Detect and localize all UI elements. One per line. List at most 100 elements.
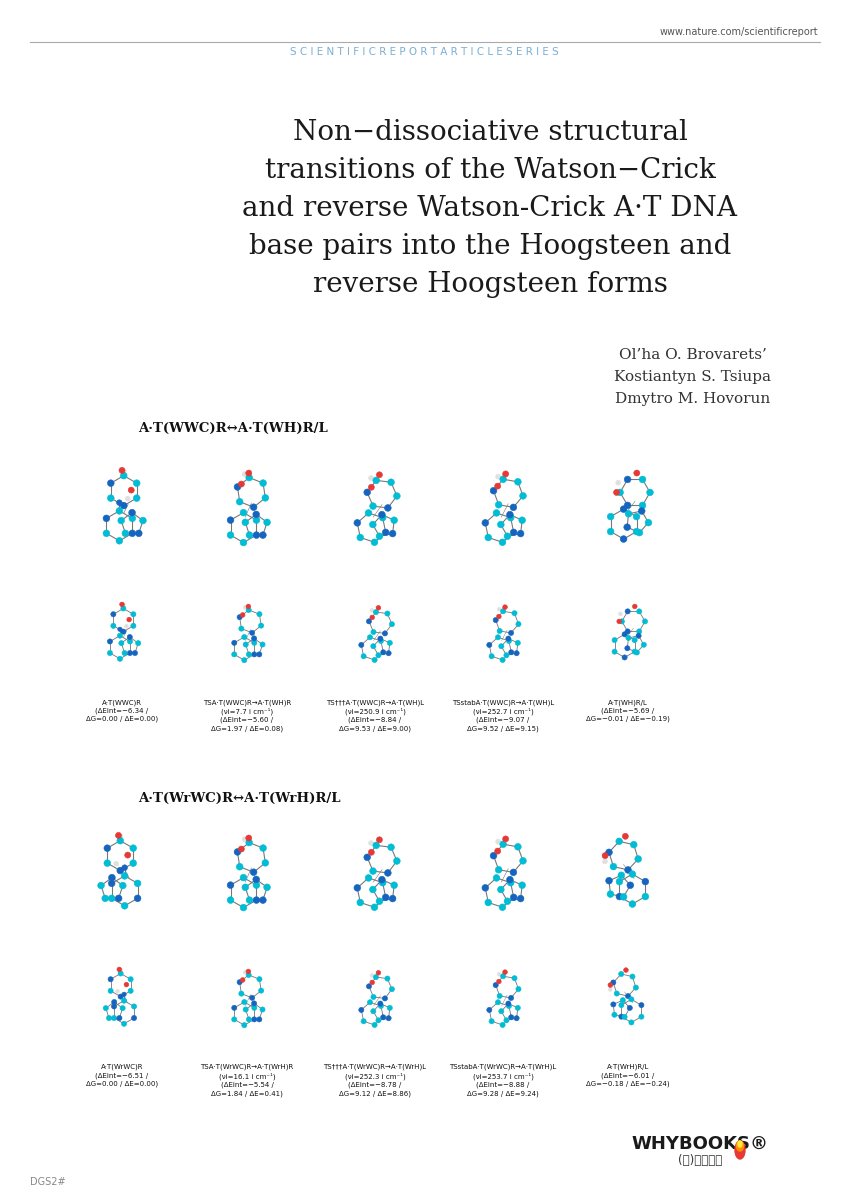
Circle shape: [262, 859, 268, 866]
Circle shape: [239, 626, 244, 631]
Circle shape: [378, 636, 383, 641]
Circle shape: [256, 1016, 261, 1022]
Circle shape: [625, 629, 630, 634]
Circle shape: [242, 836, 247, 841]
Circle shape: [116, 508, 123, 515]
Circle shape: [619, 1002, 624, 1008]
Circle shape: [131, 612, 136, 617]
Circle shape: [121, 469, 127, 474]
Circle shape: [614, 991, 619, 996]
Circle shape: [506, 638, 512, 643]
Circle shape: [619, 972, 624, 977]
Circle shape: [639, 502, 646, 509]
Circle shape: [108, 480, 114, 486]
Circle shape: [240, 875, 247, 881]
Circle shape: [497, 629, 503, 634]
Circle shape: [115, 989, 120, 994]
Circle shape: [129, 530, 136, 536]
Circle shape: [382, 529, 389, 535]
Circle shape: [111, 624, 115, 628]
Circle shape: [605, 848, 612, 856]
Circle shape: [119, 467, 125, 474]
Circle shape: [609, 988, 612, 991]
Text: and reverse Watson-Crick A·T DNA: and reverse Watson-Crick A·T DNA: [243, 194, 738, 222]
Circle shape: [499, 539, 506, 546]
Circle shape: [503, 470, 509, 476]
Circle shape: [361, 1019, 366, 1024]
Circle shape: [131, 862, 136, 866]
Circle shape: [635, 856, 642, 863]
Circle shape: [373, 842, 380, 848]
Circle shape: [120, 882, 127, 889]
Circle shape: [371, 995, 376, 1000]
Circle shape: [110, 623, 116, 629]
Circle shape: [379, 1003, 384, 1008]
Circle shape: [607, 514, 614, 520]
Circle shape: [368, 841, 374, 846]
Circle shape: [376, 606, 380, 610]
Circle shape: [253, 517, 260, 523]
Circle shape: [376, 836, 382, 842]
Circle shape: [361, 654, 366, 659]
Circle shape: [130, 859, 137, 866]
Circle shape: [647, 490, 654, 496]
Circle shape: [385, 870, 391, 876]
Text: A·T(WrWC)R↔A·T(WrH)R/L: A·T(WrWC)R↔A·T(WrH)R/L: [138, 792, 340, 804]
Circle shape: [242, 658, 247, 662]
Circle shape: [109, 880, 115, 887]
Circle shape: [516, 622, 521, 626]
Circle shape: [504, 533, 511, 540]
Circle shape: [103, 530, 110, 536]
Circle shape: [382, 996, 387, 1001]
Circle shape: [260, 845, 267, 852]
Circle shape: [108, 977, 113, 982]
Text: TSstabA·T(WWC)R→A·T(WH)L
(νi=252.7 i cm⁻¹)
(ΔEint=−9.07 /
ΔG=9.52 / ΔE=9.15): TSstabA·T(WWC)R→A·T(WH)L (νi=252.7 i cm⁻…: [452, 698, 554, 732]
Text: reverse Hoogsteen forms: reverse Hoogsteen forms: [312, 270, 667, 298]
Text: TSstabA·T(WrWC)R→A·T(WrH)L
(νi=253.7 i cm⁻¹)
(ΔEint=−8.88 /
ΔG=9.28 / ΔE=9.24): TSstabA·T(WrWC)R→A·T(WrH)L (νi=253.7 i c…: [449, 1064, 557, 1097]
Circle shape: [379, 638, 384, 643]
Circle shape: [618, 872, 625, 878]
Circle shape: [512, 976, 517, 980]
Circle shape: [237, 979, 242, 985]
Circle shape: [638, 1002, 644, 1008]
Circle shape: [610, 1002, 616, 1007]
Circle shape: [134, 880, 141, 887]
Circle shape: [376, 653, 381, 658]
Circle shape: [130, 845, 137, 852]
Circle shape: [485, 534, 492, 541]
Circle shape: [132, 1004, 137, 1009]
Circle shape: [378, 1001, 383, 1006]
Circle shape: [498, 607, 501, 611]
Circle shape: [121, 1021, 127, 1026]
Circle shape: [103, 515, 110, 522]
Circle shape: [629, 901, 636, 907]
Circle shape: [260, 480, 267, 486]
Circle shape: [251, 636, 256, 641]
Circle shape: [246, 839, 252, 846]
Circle shape: [256, 652, 261, 656]
Circle shape: [508, 880, 514, 886]
Circle shape: [388, 479, 395, 486]
Circle shape: [387, 1006, 392, 1010]
Circle shape: [125, 624, 128, 628]
Circle shape: [372, 1022, 377, 1027]
Circle shape: [637, 608, 642, 614]
Circle shape: [501, 973, 506, 979]
Circle shape: [510, 869, 517, 876]
Circle shape: [500, 841, 507, 847]
Circle shape: [240, 539, 247, 546]
Text: base pairs into the Hoogsteen and: base pairs into the Hoogsteen and: [249, 233, 731, 259]
Circle shape: [253, 511, 260, 517]
Circle shape: [121, 604, 126, 607]
Circle shape: [498, 521, 504, 528]
Circle shape: [486, 642, 492, 648]
Circle shape: [357, 899, 363, 906]
Circle shape: [493, 510, 500, 516]
Circle shape: [621, 997, 626, 1003]
Circle shape: [259, 623, 264, 629]
Circle shape: [129, 515, 136, 522]
Circle shape: [371, 539, 378, 546]
Circle shape: [125, 852, 131, 858]
Circle shape: [121, 503, 127, 509]
Circle shape: [379, 876, 385, 883]
